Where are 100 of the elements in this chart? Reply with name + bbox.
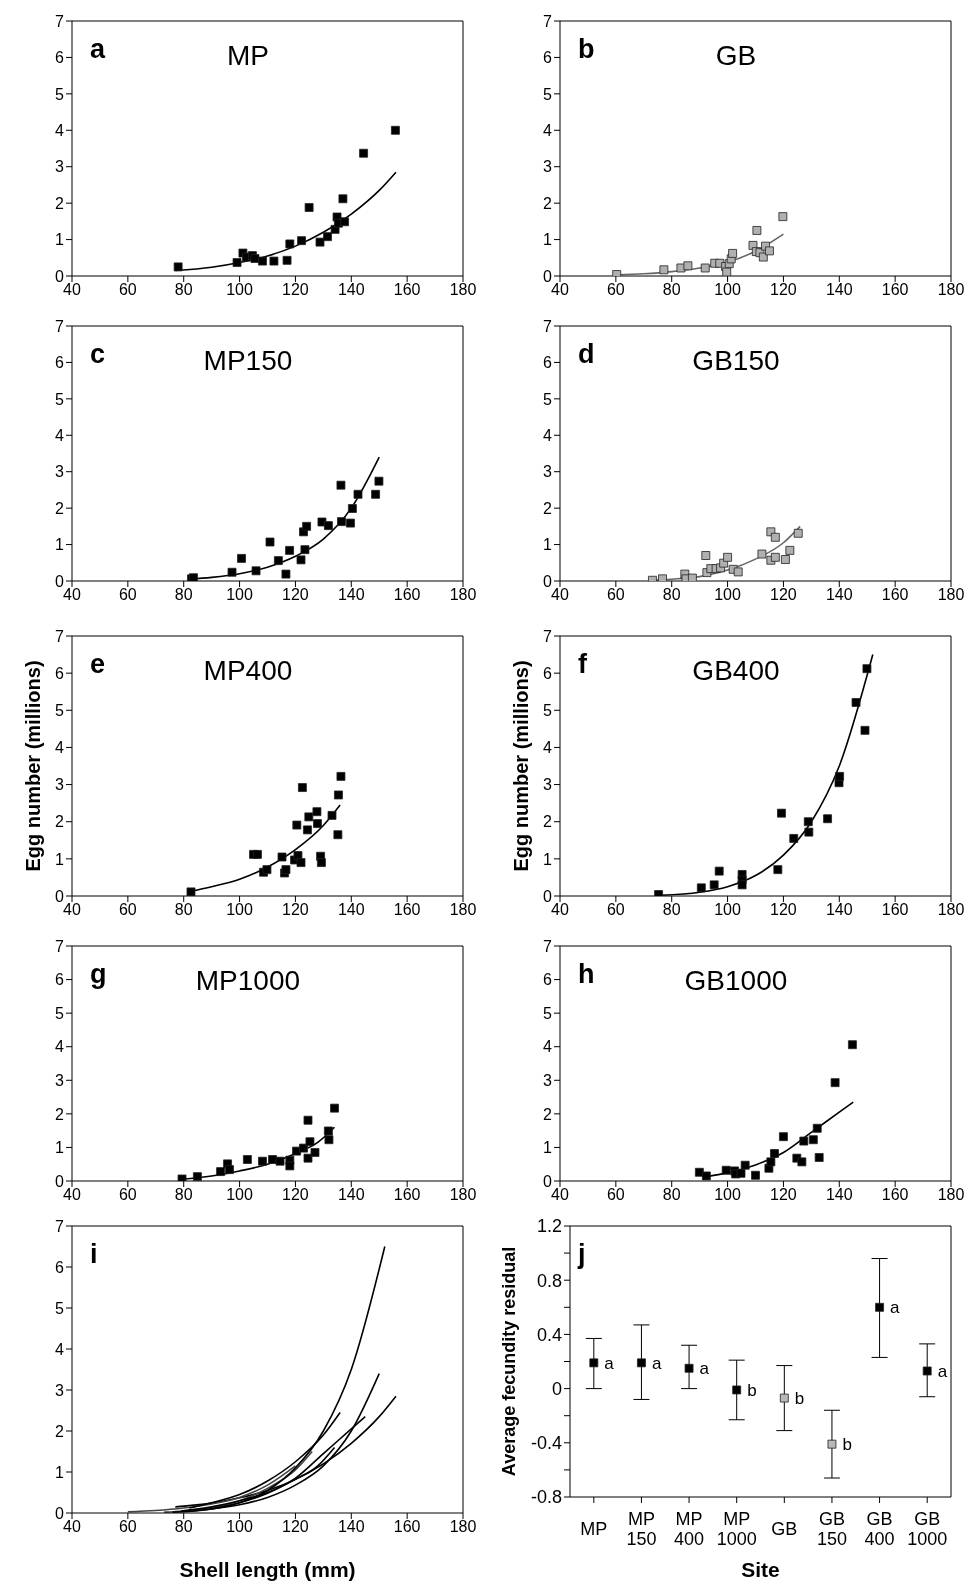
y-tick-label: 4 [543,1038,553,1056]
y-tick-label: 5 [55,1004,65,1022]
y-tick-label: 4 [543,739,553,757]
y-tick-label: 4 [55,426,65,444]
data-label: a [604,1353,615,1373]
x-tick-label: 60 [606,586,625,604]
annotation: e [90,649,106,680]
x-tick-label: 180 [937,1186,965,1204]
text: MP400 [202,655,294,687]
x-tick-label: 140 [825,1186,853,1204]
y-tick-label: 0 [55,267,65,285]
data-label: a [937,1362,948,1382]
x-tick-label: 120 [282,281,309,299]
x-tick-label: 60 [606,281,625,299]
x-tick-label: 180 [449,281,477,299]
y-tick-label: 3 [55,776,65,794]
y-tick-label: 0 [55,1504,65,1522]
y-tick-label: 6 [543,49,553,67]
x-tick-label: 120 [770,901,797,919]
x-tick-label: 120 [770,281,797,299]
y-tick-label: 7 [543,12,553,30]
x-tick-label: 60 [118,281,137,299]
x-tick-label: 100 [714,901,742,919]
x-tick-label: 160 [881,586,909,604]
y-tick-label: 3 [55,1381,65,1399]
x-tick-label: 140 [337,586,365,604]
y-tick-label: 6 [55,664,65,682]
data-label: a [890,1298,901,1318]
y-tick-label: 7 [543,937,553,955]
x-tick-label: 80 [174,586,193,604]
y-tick-label: 2 [543,813,553,831]
y-tick-label: 3 [55,158,65,176]
x-tick-label: 140 [825,901,853,919]
x-tick-label: 60 [118,586,137,604]
y-tick-label: 4 [543,426,553,444]
x-tick-label: GB 1000 [907,1509,948,1549]
data-label: b [747,1380,757,1400]
text: GB1000 [683,965,789,997]
x-tick-label: 40 [551,281,569,299]
x-tick-label: 120 [770,1186,797,1204]
x-tick-label: 100 [714,586,742,604]
x-tick-label: 100 [226,1186,254,1204]
y-tick-label: 6 [55,971,65,989]
x-tick-label: MP [580,1519,608,1539]
x-tick-label: 40 [63,281,81,299]
x-tick-label: 140 [337,1186,365,1204]
y-tick-label: 7 [543,627,553,645]
y-tick-label: 1 [55,850,65,868]
y-tick-label: 0 [551,1378,562,1399]
x-tick-label: 180 [937,586,965,604]
annotation: i [90,1239,98,1270]
data-label: b [842,1435,852,1455]
x-tick-label: 100 [226,586,254,604]
y-tick-label: 0.4 [536,1324,562,1345]
y-tick-label: 2 [55,1105,65,1123]
x-tick-label: 180 [449,901,477,919]
y-tick-label: 1 [55,231,65,249]
x-tick-label: 160 [393,1518,421,1536]
x-tick-label: 40 [63,1518,81,1536]
y-tick-label: 4 [55,121,65,139]
annotation: j [578,1239,586,1270]
y-tick-label: 2 [55,1422,65,1440]
x-tick-label: 60 [118,901,137,919]
y-tick-label: 1 [543,1139,553,1157]
x-tick-label: 100 [714,1186,742,1204]
x-tick-label: 160 [393,281,421,299]
x-tick-label: 80 [662,901,681,919]
y-axis-title: Egg number (millions) [510,660,533,872]
x-tick-label: 60 [606,1186,625,1204]
x-tick-label: MP 1000 [716,1509,757,1549]
y-tick-label: 3 [55,1071,65,1089]
y-tick-label: 7 [543,317,553,335]
text: MP150 [202,345,294,377]
y-tick-label: 4 [543,121,553,139]
y-tick-label: 1 [55,536,65,554]
x-tick-label: GB 400 [864,1509,895,1549]
y-tick-label: 7 [55,1217,65,1235]
x-tick-label: 160 [881,281,909,299]
x-tick-label: 140 [337,1518,365,1536]
y-tick-label: 6 [55,49,65,67]
y-tick-label: 3 [543,1071,553,1089]
y-tick-label: 1.2 [536,1216,562,1237]
x-axis-title: Shell length (mm) [179,1558,356,1581]
annotation: f [578,649,587,680]
y-tick-label: 0 [55,887,65,905]
annotation: b [578,34,595,65]
y-tick-label: 7 [55,937,65,955]
x-tick-label: 160 [881,901,909,919]
x-tick-label: MP 400 [674,1509,705,1549]
text: GB [714,40,758,72]
x-tick-label: 160 [881,1186,909,1204]
y-tick-label: 2 [543,1105,553,1123]
y-tick-label: 0 [543,572,553,590]
x-tick-label: 160 [393,1186,421,1204]
x-tick-label: 100 [226,281,254,299]
x-tick-label: 80 [174,901,193,919]
y-tick-label: 7 [55,317,65,335]
annotation: g [90,959,107,990]
y-tick-label: 5 [55,1299,65,1317]
y-tick-label: 1 [543,231,553,249]
